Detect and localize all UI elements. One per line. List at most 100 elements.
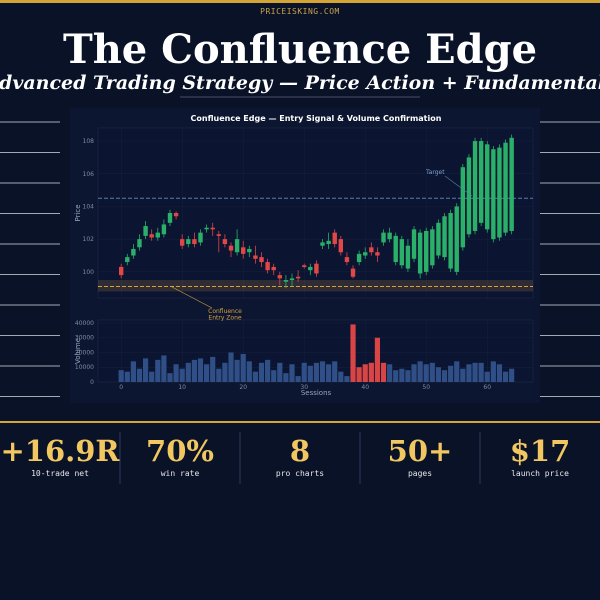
candle-body: [131, 248, 136, 256]
volume-bar: [118, 370, 124, 382]
candle-body: [179, 239, 185, 246]
top-rule: [0, 0, 600, 3]
title: The Confluence Edge: [63, 26, 537, 73]
volume-bar: [271, 370, 277, 382]
candle-body: [265, 262, 270, 271]
candle-body: [234, 239, 240, 253]
candle-body: [222, 239, 228, 245]
candle-body: [387, 232, 392, 240]
volume-bar: [435, 367, 442, 382]
volume-bar: [319, 361, 326, 382]
candle-body: [186, 239, 191, 245]
stat-label: pro charts: [276, 469, 324, 478]
volume-bar: [173, 364, 179, 382]
volume-bar: [490, 361, 496, 382]
volume-bar: [472, 362, 478, 382]
site-name: PRICEISKING.COM: [260, 7, 340, 16]
volume-bar: [362, 364, 368, 382]
y-tick-label: 100: [83, 269, 95, 276]
volume-bar: [179, 368, 185, 382]
candle-body: [363, 252, 368, 256]
candle-body: [332, 232, 337, 245]
stat-label: win rate: [161, 469, 200, 478]
stat-value: $17: [510, 434, 571, 468]
candle-body: [326, 240, 331, 245]
volume-bar: [399, 368, 405, 382]
x-tick-label: 50: [422, 384, 430, 391]
candle-body: [393, 235, 398, 263]
side-lines: [0, 121, 600, 397]
volume-bar: [222, 362, 228, 382]
volume-bar: [167, 373, 173, 382]
candle-body: [271, 266, 276, 271]
volume-bar: [313, 362, 320, 382]
volume-bar: [387, 364, 393, 382]
volume-bar: [502, 371, 509, 382]
volume-bar: [368, 362, 374, 382]
y-tick-label: 10000: [75, 364, 94, 371]
candle-body: [259, 257, 264, 263]
candle-body: [448, 213, 453, 269]
volume-bar: [191, 359, 197, 382]
candle-body: [338, 239, 344, 253]
volume-bar: [405, 370, 411, 382]
candle-body: [472, 141, 478, 231]
y-tick-label: 104: [83, 203, 95, 210]
subtitle: Advanced Trading Strategy — Price Action…: [0, 72, 600, 94]
candle-body: [192, 239, 197, 245]
candle-body: [277, 275, 283, 279]
volume-bar: [265, 359, 271, 382]
volume-bar: [478, 362, 484, 382]
candle-body: [149, 234, 154, 238]
candle-body: [167, 213, 173, 223]
candle-body: [442, 216, 447, 258]
volume-bar: [301, 362, 307, 382]
volume-bar: [258, 362, 265, 382]
stat-value: +16.9R: [0, 434, 120, 468]
volume-bar: [417, 361, 423, 382]
volume-bar: [423, 364, 429, 382]
volume-bar: [429, 362, 435, 382]
x-tick-label: 20: [239, 384, 247, 391]
candle-body: [308, 266, 313, 271]
candle-body: [253, 255, 258, 259]
entry-zone-label: Confluence: [208, 308, 242, 315]
candle-body: [460, 167, 466, 248]
candle-body: [173, 213, 179, 217]
y-tick-label: 40000: [75, 320, 94, 327]
volume-bar: [344, 376, 350, 382]
volume-bar: [203, 364, 210, 382]
candle-body: [210, 227, 215, 230]
candle-body: [478, 141, 484, 223]
volume-bar: [484, 371, 490, 382]
volume-bar: [185, 362, 191, 382]
y-axis-label: Price: [74, 204, 82, 221]
annotation-arrow: [171, 286, 213, 309]
volume-bar: [216, 368, 222, 382]
volume-bar: [411, 364, 417, 382]
volume-bar: [441, 370, 448, 382]
candle-body: [118, 266, 124, 276]
candle-body: [497, 147, 502, 238]
candle-body: [216, 234, 221, 236]
stat-value: 50+: [388, 434, 453, 468]
volume-bar: [496, 364, 503, 382]
candle-body: [241, 247, 246, 254]
candle-body: [302, 265, 307, 267]
candle-body: [143, 226, 148, 236]
volume-bar: [380, 362, 387, 382]
volume-bar: [466, 364, 472, 382]
annotation-arrow: [444, 175, 473, 197]
x-tick-label: 30: [300, 384, 308, 391]
stat-label: 10-trade net: [31, 469, 89, 478]
volume-bar: [252, 371, 259, 382]
volume-bar: [210, 356, 216, 382]
candle-body: [228, 245, 234, 251]
volume-bar: [246, 361, 252, 382]
volume-bar: [374, 337, 381, 382]
candle-body: [289, 278, 295, 281]
candle-body: [466, 157, 472, 235]
volume-bar: [197, 358, 204, 382]
candle-body: [454, 206, 459, 272]
